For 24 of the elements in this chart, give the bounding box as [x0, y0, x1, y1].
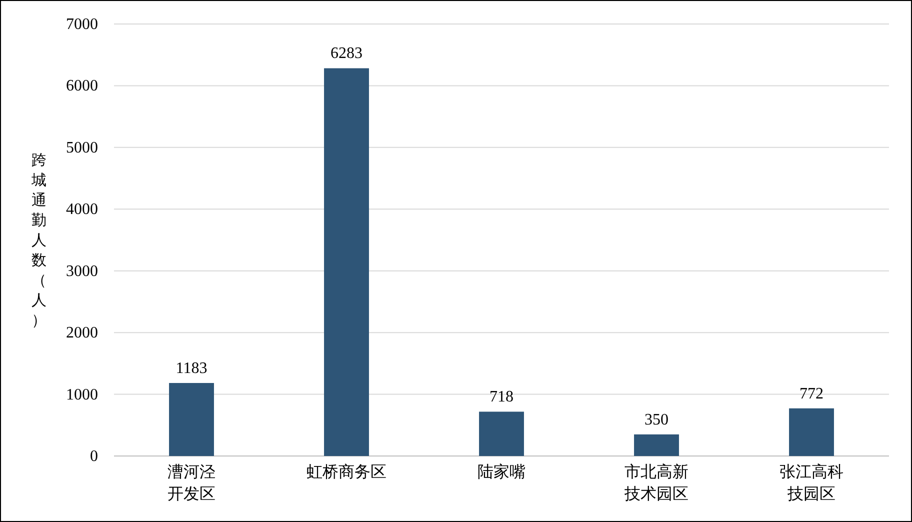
y-tick-label: 0	[90, 448, 98, 465]
y-tick-label: 3000	[66, 262, 98, 280]
bar	[789, 408, 834, 456]
bar	[169, 382, 214, 456]
y-tick-label: 5000	[66, 139, 98, 156]
data-label: 772	[800, 385, 824, 402]
y-tick-label: 7000	[66, 16, 98, 33]
bar	[324, 68, 369, 456]
y-tick-label: 4000	[66, 201, 98, 218]
x-tick-label: 漕河泾开发区	[166, 461, 216, 505]
data-label: 1183	[176, 360, 208, 377]
y-tick-label: 1000	[66, 386, 98, 404]
bar	[479, 412, 524, 456]
data-label: 350	[644, 411, 668, 428]
y-tick-label: 6000	[66, 78, 98, 95]
data-label: 718	[490, 388, 514, 406]
y-tick-label: 2000	[66, 324, 98, 342]
x-tick-label: 张江高科技园区	[778, 461, 844, 505]
bar	[634, 434, 679, 456]
x-tick-label: 虹桥商务区	[306, 461, 388, 483]
x-tick-label: 市北高新技术园区	[624, 461, 690, 505]
x-tick-label: 陆家嘴	[476, 461, 526, 483]
data-label: 6283	[330, 45, 362, 62]
text: 跨城通勤人数（人）	[32, 151, 46, 329]
